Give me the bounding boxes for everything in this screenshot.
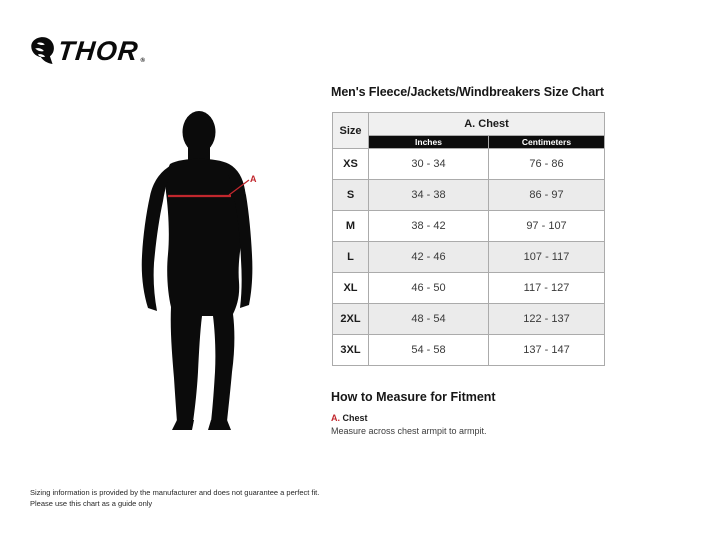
brand-logo: THOR ® [30,35,145,67]
centimeters-cell: 122 - 137 [488,303,605,335]
centimeters-cell: 117 - 127 [488,272,605,304]
disclaimer-line-1: Sizing information is provided by the ma… [30,488,320,497]
inches-cell: 54 - 58 [368,334,489,366]
disclaimer-line-2: Please use this chart as a guide only [30,498,153,508]
silhouette-torso-legs [165,158,246,422]
size-cell: 3XL [332,334,369,366]
inches-cell: 38 - 42 [368,210,489,242]
table-row: XL 46 - 50 117 - 127 [332,272,605,304]
disclaimer: Sizing information is provided by the ma… [30,488,319,509]
silhouette-left-foot [172,420,194,430]
page-title: Men's Fleece/Jackets/Windbreakers Size C… [331,85,604,99]
size-cell: L [332,241,369,273]
chest-marker-label: A [250,174,257,184]
measure-marker-key: A. [331,413,340,423]
chest-measure-marker: A [168,174,257,198]
silhouette-right-arm [225,165,253,308]
centimeters-cell: 86 - 97 [488,179,605,211]
brand-logo-text: THOR [56,36,141,66]
centimeters-cell: 137 - 147 [488,334,605,366]
chest-group-header: A. Chest [368,112,605,136]
inches-cell: 42 - 46 [368,241,489,273]
size-cell: XL [332,272,369,304]
silhouette-head [182,111,216,153]
how-to-measure-heading: How to Measure for Fitment [331,390,496,404]
inches-cell: 48 - 54 [368,303,489,335]
centimeters-cell: 107 - 117 [488,241,605,273]
size-cell: 2XL [332,303,369,335]
silhouette-right-foot [208,420,231,430]
size-cell: S [332,179,369,211]
centimeters-column-header: Centimeters [488,135,605,149]
inches-cell: 30 - 34 [368,148,489,180]
chest-marker-leader-line [228,179,250,196]
size-cell: XS [332,148,369,180]
table-row: 3XL 54 - 58 137 - 147 [332,334,605,366]
measure-item-label: A. Chest [331,413,368,423]
inches-column-header: Inches [368,135,489,149]
size-column-header: Size [332,112,369,149]
registered-mark: ® [140,58,145,64]
silhouette-left-arm [141,166,173,311]
body-silhouette: A [141,111,257,430]
table-row: M 38 - 42 97 - 107 [332,210,605,242]
table-row: L 42 - 46 107 - 117 [332,241,605,273]
size-cell: M [332,210,369,242]
size-table-body: XS 30 - 34 76 - 86 S 34 - 38 86 - 97 M 38 - 42 9… [332,148,605,366]
thor-helmet-icon [31,37,54,64]
size-chart-table: Size A. Chest Inches Centimeters XS 30 - … [332,112,605,366]
table-row: XS 30 - 34 76 - 86 [332,148,605,180]
table-row: 2XL 48 - 54 122 - 137 [332,303,605,335]
inches-cell: 46 - 50 [368,272,489,304]
measure-instruction: Measure across chest armpit to armpit. [331,426,487,436]
measure-marker-name: Chest [342,413,368,423]
centimeters-cell: 76 - 86 [488,148,605,180]
table-row: S 34 - 38 86 - 97 [332,179,605,211]
centimeters-cell: 97 - 107 [488,210,605,242]
inches-cell: 34 - 38 [368,179,489,211]
